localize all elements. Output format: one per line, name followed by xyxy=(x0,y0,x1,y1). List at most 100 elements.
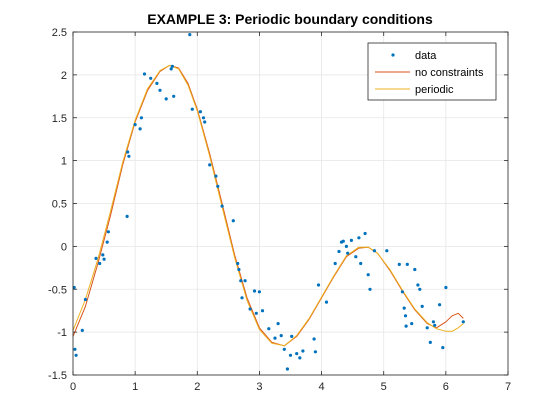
data-point xyxy=(405,262,409,266)
legend-label-data: data xyxy=(415,50,437,62)
data-point xyxy=(236,261,240,266)
x-tick-label: 3 xyxy=(256,381,262,393)
data-point xyxy=(279,334,283,338)
data-point xyxy=(105,240,109,244)
data-point xyxy=(357,236,361,240)
data-point xyxy=(106,230,110,234)
data-point xyxy=(428,340,432,344)
data-point xyxy=(397,262,401,266)
data-point xyxy=(248,307,252,311)
data-point xyxy=(149,76,153,80)
x-tick-label: 7 xyxy=(505,381,511,393)
data-point xyxy=(198,110,202,114)
data-point xyxy=(94,256,98,260)
data-point xyxy=(142,72,147,76)
data-point xyxy=(431,320,435,324)
x-tick-label: 4 xyxy=(319,381,325,393)
data-point xyxy=(126,150,130,154)
data-point xyxy=(346,251,350,255)
x-tick-label: 2 xyxy=(194,381,200,393)
data-point xyxy=(301,349,305,353)
chart-title: EXAMPLE 3: Periodic boundary conditions xyxy=(147,11,433,27)
data-point xyxy=(252,289,257,293)
data-point xyxy=(363,231,367,236)
data-point xyxy=(354,255,358,259)
data-point xyxy=(344,244,348,248)
data-point xyxy=(214,174,218,178)
data-point xyxy=(418,287,422,291)
plot-lines xyxy=(72,64,464,347)
data-point xyxy=(404,324,408,328)
ticks xyxy=(72,31,509,376)
data-point xyxy=(220,204,224,208)
x-tick-label: 1 xyxy=(132,381,138,393)
x-tick-label: 0 xyxy=(70,381,76,393)
y-tick-label: 1.5 xyxy=(52,113,67,125)
data-point xyxy=(420,304,424,308)
data-point xyxy=(240,296,244,300)
data-point xyxy=(133,123,137,127)
data-point xyxy=(402,306,406,310)
data-point xyxy=(366,273,370,277)
plot-points xyxy=(72,33,465,371)
legend-box xyxy=(367,42,497,101)
data-point xyxy=(257,290,261,294)
data-point xyxy=(101,253,105,257)
data-point xyxy=(425,326,429,330)
data-point xyxy=(337,249,341,254)
y-tick-labels: -1.5 -1 -0.5 0 0.5 1 1.5 2 2.5 xyxy=(48,27,67,382)
data-point xyxy=(295,352,299,356)
data-point xyxy=(267,327,271,331)
data-point xyxy=(410,322,414,326)
data-point xyxy=(164,97,168,101)
legend-label-periodic: periodic xyxy=(415,84,454,96)
series-line-periodic xyxy=(72,64,464,347)
data-point xyxy=(276,322,280,326)
data-point xyxy=(125,214,129,218)
y-tick-label: -1 xyxy=(57,327,67,339)
data-point xyxy=(385,249,389,253)
data-point xyxy=(73,347,77,351)
data-point xyxy=(98,261,102,266)
y-tick-label: -0.5 xyxy=(48,284,67,296)
data-point xyxy=(290,334,294,338)
data-point xyxy=(190,107,194,111)
legend-label-no-constraints: no constraints xyxy=(415,67,484,79)
y-tick-label: 0 xyxy=(61,241,67,253)
data-point xyxy=(444,285,448,290)
data-point xyxy=(188,33,192,37)
data-point xyxy=(341,239,345,243)
legend-marker-data xyxy=(391,53,395,57)
y-tick-label: -1.5 xyxy=(48,370,67,382)
data-point xyxy=(208,163,212,167)
data-point xyxy=(313,350,317,354)
data-point xyxy=(239,279,243,283)
data-point xyxy=(359,261,363,266)
data-point xyxy=(260,309,265,313)
data-point xyxy=(158,88,162,92)
data-point xyxy=(324,300,329,304)
x-tick-labels: 0 1 2 3 4 5 6 7 xyxy=(70,381,511,393)
data-point xyxy=(216,184,220,188)
x-tick-label: 6 xyxy=(443,381,449,393)
data-point xyxy=(400,290,404,294)
data-point xyxy=(155,81,159,85)
y-tick-label: 2.5 xyxy=(52,27,67,39)
y-tick-label: 2 xyxy=(61,70,67,82)
data-point xyxy=(461,320,465,324)
data-point xyxy=(201,116,206,120)
data-point xyxy=(170,64,174,68)
data-point xyxy=(403,314,408,318)
y-tick-label: 0.5 xyxy=(52,199,67,211)
data-point xyxy=(333,261,337,266)
data-point xyxy=(298,356,302,360)
data-point xyxy=(312,337,316,341)
data-point xyxy=(413,267,417,272)
data-point xyxy=(102,257,106,261)
data-point xyxy=(316,283,321,287)
data-point xyxy=(237,267,241,272)
data-point xyxy=(80,328,84,332)
data-point xyxy=(138,127,142,131)
